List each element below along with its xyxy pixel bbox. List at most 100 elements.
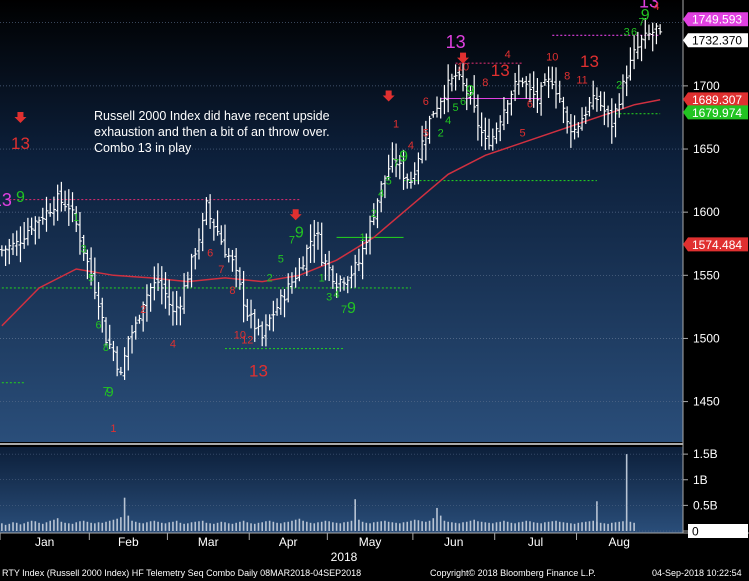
month-label: Mar (198, 535, 219, 549)
sequence-count-label: 1 (360, 232, 366, 244)
footer-right: 04-Sep-2018 10:22:54 (652, 568, 742, 578)
sequence-count-label: 9 (347, 300, 356, 317)
sequence-count-label: 3 (326, 292, 332, 304)
sequence-count-label: 13 (249, 361, 268, 380)
sequence-count-label: 10 (457, 62, 469, 74)
footer-center: Copyright© 2018 Bloomberg Finance L.P. (430, 568, 596, 578)
sequence-count-label: 7 (289, 235, 295, 247)
sequence-count-label: 13 (446, 32, 466, 52)
month-label: Jan (35, 535, 54, 549)
sequence-count-label: 1 (110, 423, 116, 435)
price-panel (0, 0, 683, 442)
sequence-count-label: 7 (638, 16, 644, 28)
price-flag-label: 1732.370 (692, 34, 742, 48)
volume-tick-label: 1.5B (693, 447, 718, 461)
sequence-count-label: 7 (103, 384, 110, 398)
sequence-count-label: 10 (234, 329, 246, 341)
sequence-count-label: 5 (386, 175, 392, 187)
sequence-count-label: 2 (616, 79, 622, 91)
sequence-count-label: 1 (73, 212, 79, 224)
month-label: Jul (528, 535, 543, 549)
sequence-count-label: 10 (546, 52, 558, 64)
axis-area (683, 0, 749, 535)
sequence-count-label: 9 (295, 224, 304, 241)
sequence-count-label: 2 (371, 208, 377, 220)
month-label: Jun (444, 535, 463, 549)
sequence-count-label: 5 (519, 127, 525, 139)
volume-panel (0, 447, 683, 533)
sequence-count-label: 1 (319, 273, 325, 285)
price-tick-label: 1600 (693, 205, 720, 219)
sequence-count-label: 7 (341, 304, 347, 316)
sequence-count-label: 6 (460, 96, 466, 108)
sequence-count-label: 7 (218, 264, 224, 276)
sequence-count-label: 13 (580, 52, 599, 71)
sequence-count-label: 6 (423, 96, 429, 108)
sequence-count-label: 8 (482, 77, 488, 89)
sequence-count-label: 2 (267, 273, 273, 285)
sequence-count-label: 12 (241, 334, 253, 346)
price-tick-label: 1450 (693, 395, 720, 409)
sequence-count-label: 9 (106, 384, 114, 400)
sequence-count-label: 5 (88, 273, 94, 285)
sequence-count-label: 5 (453, 102, 459, 114)
volume-tick-label: 1B (693, 473, 708, 487)
price-flag (683, 12, 748, 27)
month-label: Aug (609, 535, 630, 549)
footer: RTY Index (Russell 2000 Index) HF Teleme… (0, 566, 749, 581)
sequence-count-label: 4 (653, 1, 659, 13)
sequence-count-label: 4 (334, 289, 340, 301)
footer-left: RTY Index (Russell 2000 Index) HF Teleme… (2, 568, 362, 578)
down-arrow-icon (14, 111, 27, 123)
sequence-count-label: 13 (11, 134, 30, 153)
sequence-count-label: 8 (103, 342, 109, 354)
year-label: 2018 (331, 550, 358, 564)
price-flag-label: 1749.593 (692, 13, 742, 27)
sequence-count-label: 13 (0, 190, 12, 210)
sequence-count-label: 4 (170, 338, 176, 350)
sequence-count-label: 2 (438, 127, 444, 139)
price-tick-label: 1550 (693, 268, 720, 282)
sequence-count-label: 3 (624, 26, 630, 38)
price-tick-label: 1500 (693, 331, 720, 345)
moving-average-line (1, 99, 661, 327)
sequence-count-label: 11 (576, 74, 587, 86)
price-flag (683, 105, 748, 120)
month-label: Apr (279, 535, 298, 549)
price-flag (683, 92, 748, 107)
sequence-count-label: 9 (466, 83, 475, 100)
month-label: May (359, 535, 382, 549)
chart-annotation: Russell 2000 Index did have recent upsid… (94, 109, 330, 155)
sequence-count-label: 8 (564, 71, 570, 83)
sequence-count-label: 9 (399, 149, 408, 166)
sequence-count-label: 4 (445, 115, 451, 127)
price-tick-label: 1700 (693, 79, 720, 93)
sequence-count-label: 5 (278, 254, 284, 266)
sequence-count-label: 4 (408, 140, 414, 152)
sequence-count-label: 6 (527, 98, 533, 110)
sequence-count-label: 6 (207, 247, 213, 259)
sequence-count-label: 4 (505, 49, 511, 61)
volume-tick-label: 0 (692, 525, 699, 539)
volume-zero-flag (688, 524, 748, 538)
sequence-count-label: 8 (229, 285, 235, 297)
month-label: Feb (118, 535, 139, 549)
price-flag-label: 1574.484 (692, 238, 742, 252)
sequence-count-label: 4 (378, 188, 384, 200)
sequence-count-label: 1 (393, 119, 399, 131)
price-flag (683, 237, 748, 252)
sequence-count-label: 3 (81, 244, 87, 256)
sequence-count-label: 6 (95, 319, 101, 331)
down-arrow-icon (289, 209, 302, 221)
sequence-count-label: 7 (393, 158, 399, 170)
price-tick-label: 1650 (693, 142, 720, 156)
price-flag (683, 33, 748, 48)
price-flag-label: 1679.974 (692, 106, 742, 120)
sequence-count-label: 2 (140, 304, 146, 316)
volume-tick-label: 0.5B (693, 498, 718, 512)
sequence-count-label: 13 (491, 61, 510, 80)
down-arrow-icon (457, 52, 470, 64)
down-arrow-icon (382, 90, 395, 102)
sequence-count-label: 9 (16, 189, 25, 206)
